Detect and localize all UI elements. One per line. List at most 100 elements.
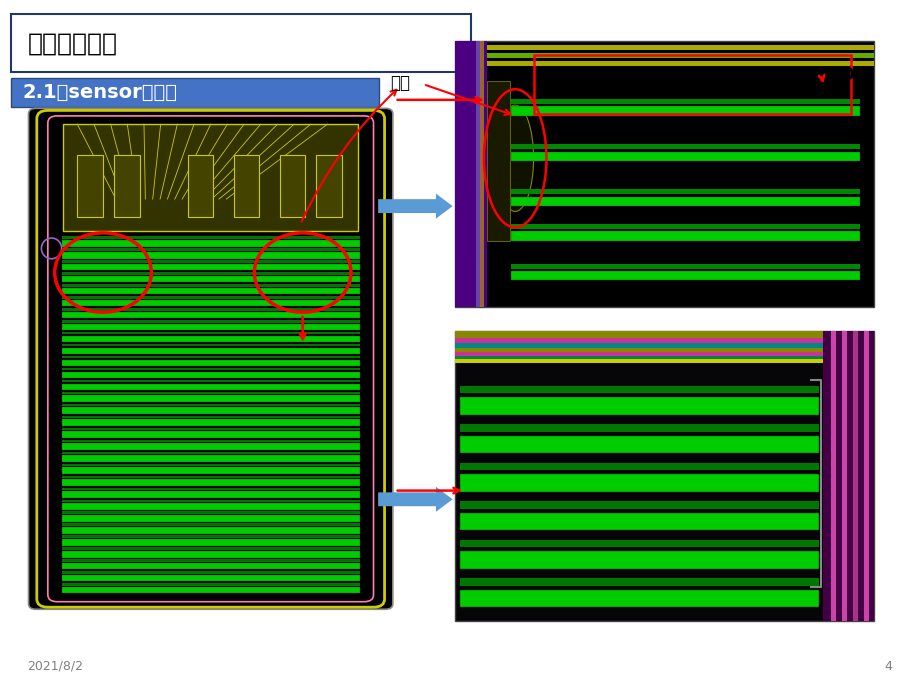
Bar [460, 463, 818, 471]
Bar [62, 299, 359, 306]
Bar [510, 106, 859, 116]
Bar [62, 428, 359, 430]
Bar [62, 491, 359, 497]
Bar [316, 155, 342, 217]
Ellipse shape [496, 105, 533, 211]
Bar [475, 41, 480, 307]
Bar [62, 464, 359, 466]
Bar [62, 539, 359, 546]
Bar [480, 41, 483, 307]
Bar [835, 331, 841, 621]
Bar [510, 189, 859, 194]
Bar [62, 324, 359, 331]
Bar [455, 359, 873, 363]
Text: 2.1、sensor结构图: 2.1、sensor结构图 [22, 83, 176, 102]
Bar [460, 501, 818, 509]
Bar [868, 331, 873, 621]
Bar [62, 260, 359, 263]
Bar [31, 110, 390, 607]
Bar [62, 380, 359, 382]
Bar [533, 55, 850, 114]
Bar [510, 144, 859, 149]
Bar [510, 271, 859, 280]
Bar [62, 515, 359, 522]
Bar [62, 535, 359, 538]
Bar [62, 560, 359, 562]
Bar [62, 296, 359, 299]
Bar [62, 563, 359, 569]
Bar [62, 237, 359, 239]
Bar [114, 155, 140, 217]
Bar [62, 252, 359, 259]
Bar [486, 45, 873, 50]
Bar [62, 248, 359, 250]
Bar [62, 443, 359, 450]
Bar [62, 344, 359, 346]
Bar [510, 264, 859, 268]
Bar [187, 155, 213, 217]
Bar [62, 284, 359, 286]
Bar [62, 288, 359, 295]
Bar [62, 320, 359, 322]
Bar [510, 231, 859, 241]
Text: 銀线: 銀线 [390, 74, 410, 92]
Bar [62, 273, 359, 275]
Bar [62, 359, 359, 366]
Bar [62, 583, 359, 586]
Bar [62, 488, 359, 490]
Bar [510, 224, 859, 228]
Bar [455, 41, 873, 307]
FancyBboxPatch shape [11, 78, 379, 107]
Bar [62, 404, 359, 406]
Bar [62, 240, 359, 246]
FancyBboxPatch shape [11, 14, 471, 72]
Bar [62, 551, 359, 558]
Bar [62, 276, 359, 282]
Bar [483, 41, 486, 307]
Bar [62, 431, 359, 438]
Bar [852, 331, 857, 621]
Bar [455, 331, 873, 338]
Bar [62, 524, 359, 526]
Bar [233, 155, 259, 217]
Bar [455, 352, 873, 356]
Bar [510, 197, 859, 206]
Bar [62, 356, 359, 358]
Bar [460, 386, 818, 393]
Bar [62, 384, 359, 390]
Bar [510, 99, 859, 104]
Bar [279, 155, 305, 217]
Bar [455, 348, 873, 352]
Bar [857, 331, 863, 621]
Bar [62, 467, 359, 474]
Bar [62, 264, 359, 270]
Bar [62, 420, 359, 426]
Bar [62, 371, 359, 378]
Bar [486, 81, 509, 241]
Bar [455, 356, 873, 359]
Bar [62, 547, 359, 550]
Text: ITO: ITO [823, 66, 855, 83]
Bar [62, 575, 359, 582]
Bar [62, 475, 359, 478]
Bar [455, 343, 873, 348]
Bar [62, 503, 359, 510]
Bar [62, 479, 359, 486]
Bar [460, 578, 818, 586]
Bar [486, 53, 873, 58]
FancyBboxPatch shape [28, 108, 392, 609]
FancyBboxPatch shape [48, 116, 373, 602]
Bar [455, 331, 873, 621]
Bar [846, 331, 852, 621]
Bar [486, 61, 873, 66]
Text: 4: 4 [883, 660, 891, 673]
Bar [460, 424, 818, 432]
Bar [455, 338, 873, 343]
Bar [62, 335, 359, 342]
Bar [62, 416, 359, 418]
Text: 二、培训过程: 二、培训过程 [28, 31, 118, 55]
Bar [460, 540, 818, 547]
Bar [62, 511, 359, 514]
Bar [62, 308, 359, 310]
Bar [62, 571, 359, 573]
